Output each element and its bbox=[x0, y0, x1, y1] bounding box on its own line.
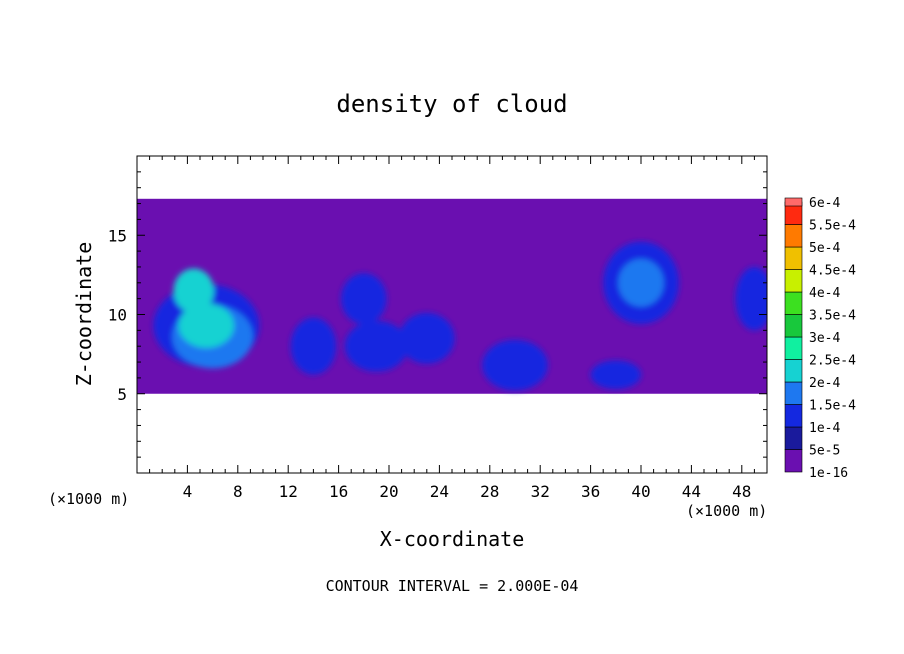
colorbar-label: 5e-4 bbox=[809, 241, 840, 256]
y-tick-label: 5 bbox=[117, 385, 127, 404]
x-tick-label: 20 bbox=[379, 482, 398, 501]
cloud-cell-2 bbox=[178, 303, 235, 348]
colorbar-swatch bbox=[784, 291, 803, 315]
y-tick-label: 10 bbox=[108, 306, 127, 325]
cloud-cell-3 bbox=[173, 268, 214, 313]
x-tick-label: 8 bbox=[233, 482, 243, 501]
contour-interval-note: CONTOUR INTERVAL = 2.000E-04 bbox=[326, 577, 579, 595]
x-axis-ticks: 4 8 12 16 20 24 28 32 36 40 44 48 bbox=[149, 156, 755, 501]
colorbar-label: 3e-4 bbox=[809, 331, 840, 346]
y-tick-label: 15 bbox=[108, 226, 127, 245]
chart-title: density of cloud bbox=[336, 90, 567, 118]
colorbar-swatch bbox=[784, 359, 803, 383]
cloud-cell-12 bbox=[735, 266, 767, 331]
colorbar-swatch bbox=[784, 269, 803, 293]
colorbar-swatch bbox=[784, 224, 803, 248]
cloud-cell-5 bbox=[341, 273, 387, 325]
colorbar-label: 5.5e-4 bbox=[809, 219, 856, 234]
cloud-cell-11 bbox=[618, 259, 664, 307]
cloud-cell-8 bbox=[482, 339, 548, 391]
x-tick-label: 32 bbox=[531, 482, 550, 501]
x-tick-label: 24 bbox=[430, 482, 449, 501]
x-tick-label: 28 bbox=[480, 482, 499, 501]
colorbar-swatch bbox=[784, 381, 803, 405]
colorbar-swatch bbox=[784, 336, 803, 360]
colorbar-swatch bbox=[784, 314, 803, 338]
colorbar-label: 1.5e-4 bbox=[809, 399, 856, 414]
colorbar-swatch bbox=[784, 246, 803, 270]
x-tick-label: 12 bbox=[279, 482, 298, 501]
colorbar-swatch bbox=[784, 197, 803, 207]
y-axis-label: Z-coordinate bbox=[72, 242, 96, 387]
colorbar-label: 2.5e-4 bbox=[809, 354, 856, 369]
cloud-field bbox=[137, 198, 767, 394]
colorbar-label: 5e-5 bbox=[809, 444, 840, 459]
x-tick-label: 48 bbox=[732, 482, 751, 501]
colorbar-label: 6e-4 bbox=[809, 196, 840, 211]
y-axis-ticks: 5 10 15 bbox=[108, 171, 767, 458]
cloud-cell-9 bbox=[590, 360, 641, 389]
cloud-cell-6 bbox=[344, 320, 408, 372]
x-tick-label: 44 bbox=[682, 482, 701, 501]
colorbar: 1e-16 5e-5 1e-4 1.5e-4 2e-4 2.5e-4 3e-4 3.5e-4 4… bbox=[784, 196, 856, 481]
x-tick-label: 4 bbox=[183, 482, 193, 501]
x-unit-label-left: (×1000 m) bbox=[48, 490, 129, 508]
colorbar-swatch bbox=[784, 404, 803, 428]
colorbar-label: 4.5e-4 bbox=[809, 264, 856, 279]
x-unit-label-right: (×1000 m) bbox=[686, 502, 767, 520]
colorbar-swatch bbox=[784, 449, 803, 473]
colorbar-label: 2e-4 bbox=[809, 376, 840, 391]
colorbar-swatch bbox=[784, 426, 803, 450]
cloud-cell-7 bbox=[399, 312, 455, 364]
plot-area bbox=[137, 156, 767, 473]
x-tick-label: 36 bbox=[581, 482, 600, 501]
x-tick-label: 40 bbox=[631, 482, 650, 501]
colorbar-label: 1e-4 bbox=[809, 421, 840, 436]
colorbar-label: 4e-4 bbox=[809, 286, 840, 301]
cloud-cell-4 bbox=[290, 317, 337, 375]
x-tick-label: 16 bbox=[329, 482, 348, 501]
colorbar-label: 3.5e-4 bbox=[809, 309, 856, 324]
x-axis-label: X-coordinate bbox=[380, 527, 525, 551]
colorbar-label: 1e-16 bbox=[809, 466, 848, 481]
